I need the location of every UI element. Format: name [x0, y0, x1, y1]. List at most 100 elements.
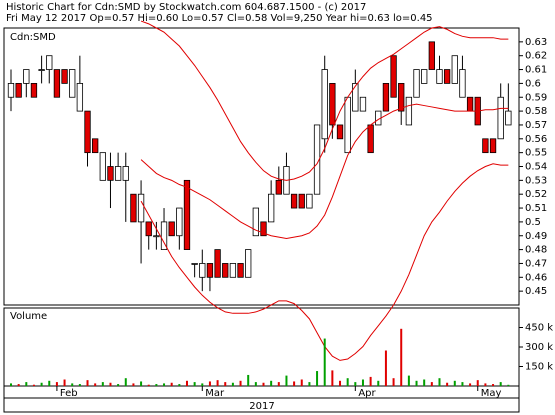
y-tick-label: 0.55 [525, 148, 547, 159]
volume-bar [63, 379, 66, 386]
y-tick-label: 0.61 [525, 65, 547, 76]
volume-bar [270, 380, 273, 386]
y-tick-label: 300 k [525, 342, 553, 353]
volume-bar [101, 382, 104, 386]
volume-bar [438, 378, 441, 386]
volume-bar [32, 384, 35, 386]
candle-body [76, 83, 84, 112]
candle-body [130, 193, 137, 223]
volume-bar [86, 380, 89, 386]
volume-bar [285, 375, 288, 386]
candle-body [53, 69, 61, 98]
y-tick-label: 0.53 [525, 175, 547, 186]
volume-bar [170, 382, 173, 386]
candle-body [199, 263, 206, 278]
candle-body [267, 193, 275, 223]
volume-bar [185, 380, 188, 386]
volume-bar [40, 382, 43, 386]
candle-body [344, 96, 351, 154]
y-tick-label: 150 k [525, 362, 553, 373]
candle-body [359, 96, 367, 112]
volume-bar [140, 381, 143, 386]
volume-bar [48, 380, 51, 386]
volume-bar [94, 383, 97, 386]
volume-bar [300, 379, 303, 386]
volume-bar [117, 384, 120, 386]
volume-bar [231, 382, 234, 386]
volume-bar [262, 382, 265, 386]
x-axis-label: 2017 [249, 401, 274, 412]
y-tick-label: 0.58 [525, 106, 547, 117]
volume-bar [254, 382, 257, 386]
y-tick-label: 0.56 [525, 134, 547, 145]
volume-bar [78, 384, 81, 386]
candle-body [497, 96, 504, 140]
volume-bar [461, 382, 464, 386]
y-tick-label: 0.52 [525, 189, 547, 200]
candle-body [237, 263, 244, 278]
candle-body [428, 41, 435, 70]
volume-bar [147, 384, 150, 386]
x-tick-label: Apr [358, 388, 376, 399]
volume-bar [25, 382, 28, 386]
candle-body [466, 96, 474, 112]
candle-body [183, 179, 191, 251]
volume-bar [507, 384, 510, 386]
volume-bar [132, 383, 135, 386]
candle-body [145, 221, 152, 237]
volume-bar [193, 382, 196, 386]
y-tick-label: 0.47 [525, 258, 547, 269]
candle-body [222, 263, 229, 278]
candle-body [252, 207, 260, 237]
symbol-label: Cdn:SMD [10, 32, 56, 43]
chart-subtitle: Fri May 12 2017 Op=0.57 Hi=0.60 Lo=0.57 … [6, 13, 433, 24]
volume-bar [384, 350, 387, 386]
candle-body [436, 69, 443, 84]
volume-bar [484, 383, 487, 386]
candle-body [336, 124, 344, 140]
candle-body [137, 193, 145, 223]
volume-bar [224, 382, 227, 386]
candle-body [489, 138, 497, 154]
volume-title: Volume [10, 311, 47, 322]
volume-bar [453, 380, 456, 386]
candle-body [84, 110, 91, 154]
y-tick-label: 0.48 [525, 245, 547, 256]
band-line [140, 20, 509, 181]
candle-body [61, 69, 68, 84]
y-tick-label: 0.62 [525, 51, 547, 62]
candle-body [99, 152, 106, 181]
candle-body [114, 166, 122, 181]
candle-body [306, 193, 313, 209]
candle-body [313, 124, 321, 195]
candle-body [15, 83, 22, 98]
candle-body [30, 83, 38, 98]
volume-bar [469, 383, 472, 386]
candle-body [413, 69, 420, 98]
volume-bar [446, 382, 449, 386]
candle-body [245, 249, 252, 278]
candle-body [122, 166, 129, 181]
volume-bar [377, 380, 380, 386]
y-tick-label: 0.5 [525, 217, 541, 228]
y-tick-label: 0.59 [525, 92, 547, 103]
candle-body [352, 83, 359, 112]
volume-bar [208, 381, 211, 386]
volume-bar [369, 376, 372, 386]
candle-body [229, 263, 237, 278]
candle-body [7, 83, 15, 98]
candle-body [405, 96, 413, 126]
volume-bar [17, 384, 20, 386]
candle-body [321, 69, 328, 140]
volume-bar [293, 381, 296, 386]
x-tick-label: Mar [205, 388, 225, 399]
candle-body [451, 55, 458, 84]
y-tick-label: 0.57 [525, 120, 547, 131]
volume-bar [407, 375, 410, 386]
volume-bar [71, 383, 74, 386]
volume-bar [178, 384, 181, 386]
candle-body [459, 69, 466, 98]
volume-bar [55, 382, 58, 386]
